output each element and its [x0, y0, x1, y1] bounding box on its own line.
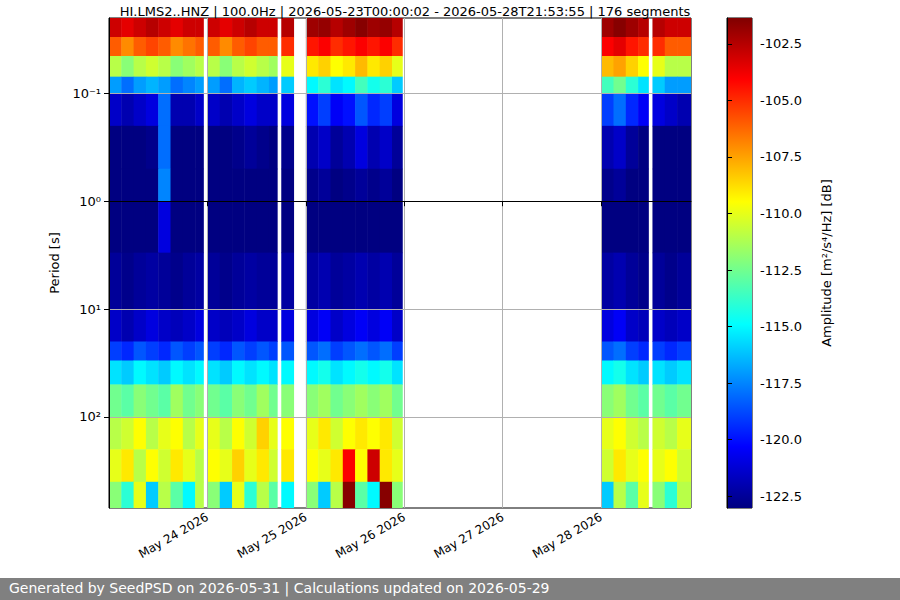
svg-text:Amplitude [m²/s⁴/Hz] [dB]: Amplitude [m²/s⁴/Hz] [dB]: [819, 179, 834, 347]
svg-text:10⁻¹: 10⁻¹: [72, 86, 101, 101]
svg-text:-102.5: -102.5: [760, 36, 802, 51]
svg-text:May 24 2026: May 24 2026: [136, 510, 211, 561]
svg-text:10¹: 10¹: [79, 302, 101, 317]
svg-text:Period [s]: Period [s]: [47, 232, 62, 294]
svg-text:May 27 2026: May 27 2026: [432, 510, 507, 561]
svg-text:-115.0: -115.0: [760, 319, 802, 334]
svg-text:-110.0: -110.0: [760, 206, 802, 221]
svg-text:May 26 2026: May 26 2026: [333, 510, 408, 561]
svg-text:10²: 10²: [79, 409, 101, 424]
svg-text:-117.5: -117.5: [760, 376, 802, 391]
svg-text:May 28 2026: May 28 2026: [530, 510, 605, 561]
svg-text:HI.LMS2..HNZ | 100.0Hz | 2026-: HI.LMS2..HNZ | 100.0Hz | 2026-05-23T00:0…: [120, 4, 691, 19]
svg-text:May 25 2026: May 25 2026: [235, 510, 310, 561]
svg-text:-112.5: -112.5: [760, 263, 802, 278]
svg-text:-105.0: -105.0: [760, 93, 802, 108]
svg-text:-107.5: -107.5: [760, 149, 802, 164]
svg-text:-120.0: -120.0: [760, 432, 802, 447]
svg-text:10⁰: 10⁰: [79, 194, 101, 209]
svg-text:-122.5: -122.5: [760, 489, 802, 504]
svg-text:Generated by SeedPSD on 2026-0: Generated by SeedPSD on 2026-05-31 | Cal…: [9, 580, 550, 597]
